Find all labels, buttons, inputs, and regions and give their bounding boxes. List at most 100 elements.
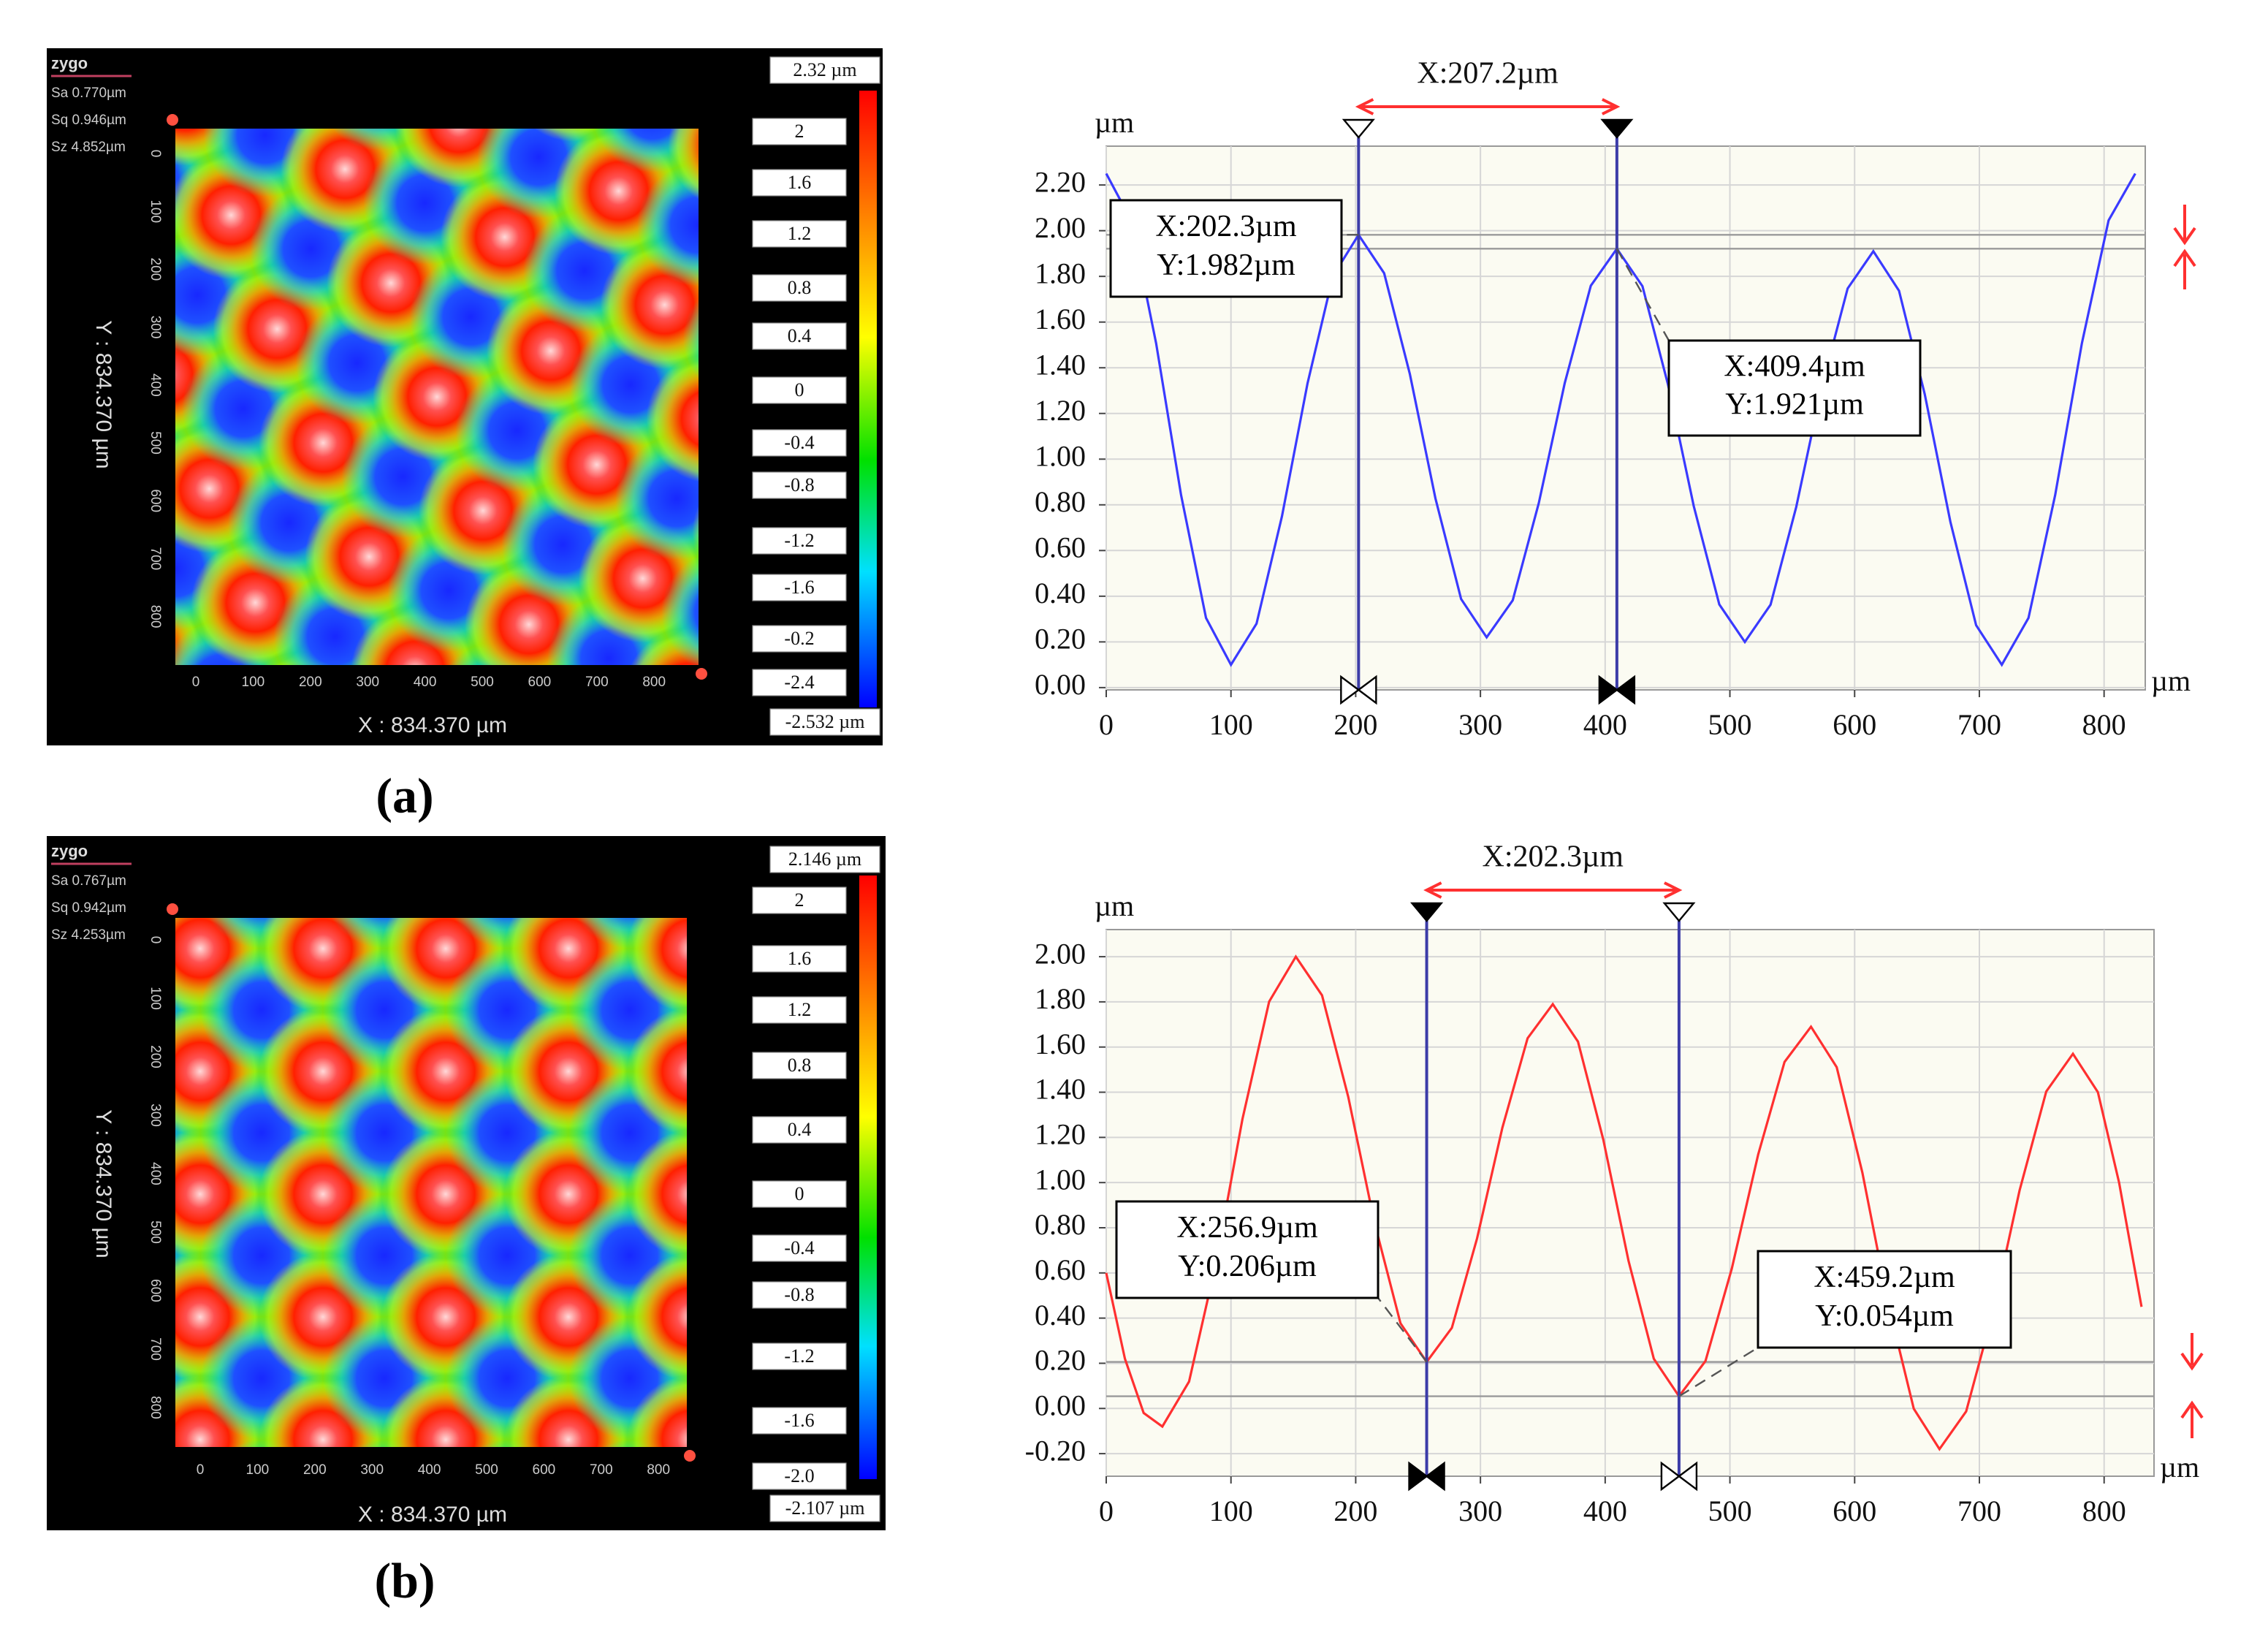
map-x-tick: 500 <box>471 675 494 690</box>
y-tick-label: 1.60 <box>1035 303 1086 335</box>
colorbar-label: 0 <box>795 379 804 400</box>
corner-marker <box>167 903 178 915</box>
surface-pattern <box>0 0 1030 665</box>
x-tick-label: 800 <box>2082 1494 2126 1527</box>
y-tick-label: 0.80 <box>1035 1208 1086 1241</box>
map-y-tick: 200 <box>148 1045 163 1068</box>
surface <box>175 918 937 1637</box>
colorbar-label-box <box>752 1116 847 1144</box>
cursor-marker-top <box>1410 902 1444 922</box>
valley <box>0 194 4 354</box>
map-y-tick: 800 <box>148 1396 163 1419</box>
cursor-marker-bottom <box>1598 675 1636 705</box>
x-tick-label: 700 <box>1957 708 2001 741</box>
map-x-tick: 800 <box>647 1462 670 1478</box>
cursor-y-label: Y:1.921µm <box>1725 388 1864 422</box>
map-x-tick: 300 <box>360 1462 384 1478</box>
colorbar-label: -0.2 <box>784 628 814 649</box>
map-x-tick: 0 <box>192 675 200 690</box>
map-x-tick: 600 <box>533 1462 556 1478</box>
y-tick-label: 1.60 <box>1035 1028 1086 1060</box>
valley <box>691 1562 814 1637</box>
colorbar-label: -0.8 <box>784 1284 814 1305</box>
peak <box>627 1375 687 1447</box>
x-tick-label: 100 <box>1209 1494 1253 1527</box>
cursor-x-label: X:256.9µm <box>1176 1211 1318 1245</box>
map-y-tick: 0 <box>148 150 163 158</box>
colorbar-label: 0.4 <box>788 1119 812 1140</box>
x-tick-label: 400 <box>1583 1494 1627 1527</box>
valley <box>640 0 800 31</box>
colorbar-label: -1.2 <box>784 530 814 551</box>
cursor-box <box>1109 199 1343 298</box>
map-x-tick: 700 <box>585 675 609 690</box>
map-y-tick: 800 <box>148 605 163 628</box>
map-y-label: Y : 834.370 µm <box>91 320 115 469</box>
colorbar-label-box <box>752 669 847 696</box>
x-tick-label: 0 <box>1099 1494 1114 1527</box>
map-x-tick: 500 <box>475 1462 498 1478</box>
y-unit: µm <box>1095 106 1134 139</box>
y-tick-label: 0.80 <box>1035 485 1086 518</box>
cursor-marker-top <box>1662 902 1696 922</box>
colorbar-label: 0.4 <box>788 325 812 346</box>
cursor-marker-bottom <box>1660 1461 1698 1492</box>
profile-line <box>1105 954 2143 1451</box>
profile-chart: -0.20 0.00 0.20 0.40 0.60 0.80 1.00 1.20 1.40 1.6… <box>1025 840 2200 1528</box>
x-tick-label: 600 <box>1833 1494 1876 1527</box>
map-y-tick: 500 <box>148 1220 163 1244</box>
x-tick-label: 700 <box>1957 1494 2001 1527</box>
colorbar-label-box <box>752 376 847 404</box>
map-y-tick: 600 <box>148 1279 163 1302</box>
x-unit: µm <box>2151 664 2191 697</box>
y-tick-label: 2.20 <box>1035 165 1086 198</box>
colorbar-label: 1.2 <box>788 999 812 1020</box>
cursor-y-label: Y:0.054µm <box>1815 1299 1954 1333</box>
map-y-tick: 400 <box>148 373 163 397</box>
map-y-tick: 400 <box>148 1162 163 1185</box>
leader-line <box>1678 1346 1759 1397</box>
leader-line <box>1377 1297 1428 1363</box>
valley <box>870 441 1030 601</box>
y-tick-label: 2.00 <box>1035 211 1086 244</box>
peak <box>627 1130 687 1258</box>
logo: zygo <box>51 54 88 72</box>
colorbar-label: -2.107 µm <box>785 1497 865 1519</box>
colorbar-label: -1.2 <box>784 1345 814 1367</box>
surface-pattern <box>175 918 937 1637</box>
valley <box>814 1562 937 1637</box>
colorbar-label-box <box>769 56 880 84</box>
stat: Sa 0.767µm <box>51 873 126 889</box>
surface <box>0 0 1030 665</box>
map-x-label: X : 834.370 µm <box>358 1503 507 1527</box>
x-tick-label: 100 <box>1209 708 1253 741</box>
x-tick-label: 300 <box>1458 1494 1502 1527</box>
map-y-tick: 600 <box>148 489 163 512</box>
map-x-tick: 600 <box>528 675 552 690</box>
logo: zygo <box>51 842 88 860</box>
map-y-tick: 500 <box>148 431 163 455</box>
y-tick-label: 1.20 <box>1035 394 1086 427</box>
map-y-tick: 0 <box>148 936 163 944</box>
x-tick-label: 300 <box>1458 708 1502 741</box>
colorbar-label-box <box>752 471 847 499</box>
y-tick-label: 1.20 <box>1035 1118 1086 1151</box>
y-tick-label: 0.20 <box>1035 1344 1086 1377</box>
valley <box>253 0 413 56</box>
y-tick-label: 2.00 <box>1035 937 1086 970</box>
valley <box>568 1562 691 1637</box>
corner-marker <box>167 114 178 126</box>
colorbar-label-box <box>752 886 847 914</box>
map-x-tick: 300 <box>356 675 379 690</box>
map-x-tick: 200 <box>303 1462 327 1478</box>
y-tick-label: -0.20 <box>1025 1434 1086 1467</box>
y-tick-label: 0.60 <box>1035 531 1086 563</box>
colorbar-label: -1.6 <box>784 1410 814 1431</box>
colorbar-label: -2.532 µm <box>785 711 865 732</box>
colorbar-label-box <box>752 220 847 248</box>
peak <box>0 110 41 277</box>
map-y-tick: 700 <box>148 1337 163 1361</box>
peak <box>443 0 610 47</box>
